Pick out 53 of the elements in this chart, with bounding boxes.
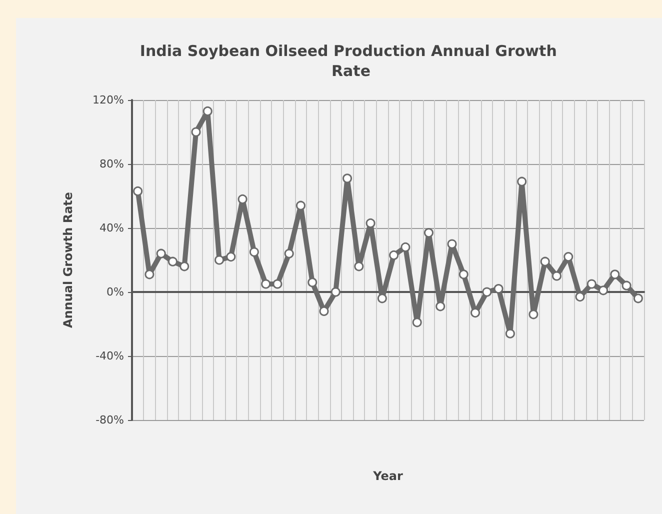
point xyxy=(400,242,410,252)
point xyxy=(342,174,352,184)
point xyxy=(575,292,585,302)
x-axis-title: Year xyxy=(372,469,403,483)
point xyxy=(180,262,190,272)
point xyxy=(308,278,318,288)
point xyxy=(296,200,306,210)
point xyxy=(284,248,294,258)
point xyxy=(354,262,364,272)
point xyxy=(622,280,632,290)
point xyxy=(610,270,620,280)
point xyxy=(458,270,468,280)
point xyxy=(249,247,259,257)
y-axis-title: Annual Growth Rate xyxy=(61,192,75,328)
point xyxy=(261,279,271,289)
point xyxy=(389,250,399,260)
point xyxy=(505,328,515,338)
point xyxy=(168,256,178,266)
point xyxy=(552,271,562,281)
point xyxy=(133,186,143,196)
point xyxy=(214,255,224,265)
y-tick-label: 120% xyxy=(92,94,124,106)
point xyxy=(470,308,480,318)
y-tick-label: -80% xyxy=(96,414,124,426)
point xyxy=(226,252,236,262)
point xyxy=(633,294,643,304)
point xyxy=(424,228,434,238)
point xyxy=(238,194,248,204)
point xyxy=(494,284,504,294)
point xyxy=(528,310,538,320)
y-tick-label: 80% xyxy=(100,158,124,170)
point xyxy=(436,302,446,312)
chart-title: India Soybean Oilseed Production Annual Growth Rate xyxy=(140,42,562,80)
point xyxy=(191,127,201,137)
y-tick-label: -40% xyxy=(96,350,124,362)
y-tick-label: 40% xyxy=(100,222,124,234)
point xyxy=(586,279,596,289)
point xyxy=(598,286,608,296)
point xyxy=(482,287,492,297)
point xyxy=(377,294,387,304)
point xyxy=(540,256,550,266)
y-tick-label: 0% xyxy=(106,286,124,298)
point xyxy=(412,318,422,328)
point xyxy=(144,270,154,280)
point xyxy=(202,106,212,116)
point xyxy=(447,239,457,249)
point xyxy=(156,248,166,258)
point xyxy=(517,176,527,186)
point xyxy=(366,218,376,228)
point xyxy=(272,279,282,289)
point xyxy=(564,252,574,262)
point xyxy=(319,306,329,316)
point xyxy=(330,287,340,297)
